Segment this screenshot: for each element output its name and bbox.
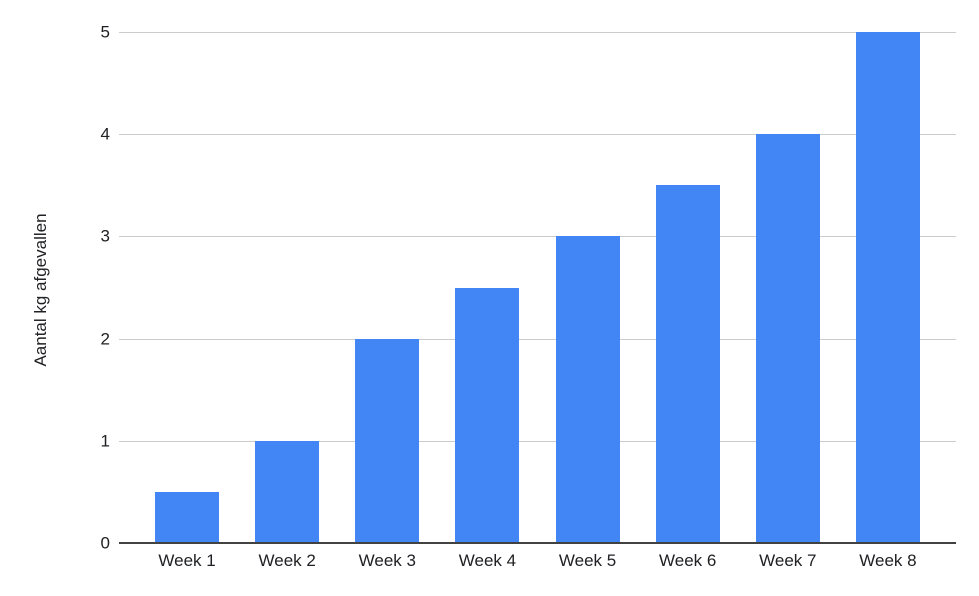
bar-series: [119, 32, 956, 543]
y-tick-label: 2: [100, 329, 110, 349]
y-axis-tick-labels: 0 1 2 3 4 5: [0, 24, 110, 552]
bar-week-4: [455, 287, 520, 543]
bar-slot: [337, 32, 437, 543]
x-axis-label: Week 7: [759, 551, 817, 570]
gridlines: [119, 32, 956, 543]
bar-week-6: [655, 185, 720, 543]
x-axis-label: Week 1: [158, 551, 216, 570]
bar-week-1: [155, 491, 220, 543]
bar-slot: [237, 32, 337, 543]
bar-week-8: [855, 32, 920, 543]
x-axis-label: Week 5: [558, 551, 617, 570]
bar-slot: [538, 32, 638, 543]
bar-week-2: [255, 440, 320, 543]
gridline: [119, 338, 956, 340]
y-tick-label: 5: [100, 22, 110, 42]
bar-week-3: [355, 338, 420, 543]
y-tick-label: 4: [100, 124, 110, 144]
plot-area: [119, 32, 956, 544]
bar-slot: [437, 32, 537, 543]
y-tick-label: 3: [100, 226, 110, 246]
x-axis-label: Week 4: [458, 551, 517, 570]
bar-slot: [137, 32, 237, 543]
gridline: [119, 32, 956, 33]
x-axis-label: Week 8: [859, 551, 917, 570]
y-tick-label: 1: [100, 431, 110, 451]
x-axis-label: Week 2: [258, 551, 316, 570]
gridline: [119, 236, 956, 238]
bar-slot: [838, 32, 938, 543]
x-axis-label: Week 3: [358, 551, 416, 570]
x-axis-line: [119, 542, 956, 544]
y-tick-label: 0: [100, 533, 110, 553]
bar-slot: [738, 32, 838, 543]
bar-slot: [638, 32, 738, 543]
x-axis-labels: Week 1 Week 2 Week 3 Week 4 Week 5 Week 6 Week…: [119, 551, 956, 571]
x-axis-label: Week 6: [659, 551, 717, 570]
gridline: [119, 440, 956, 442]
bar-week-7: [755, 134, 820, 543]
gridline: [119, 134, 956, 136]
bar-week-5: [555, 236, 620, 543]
